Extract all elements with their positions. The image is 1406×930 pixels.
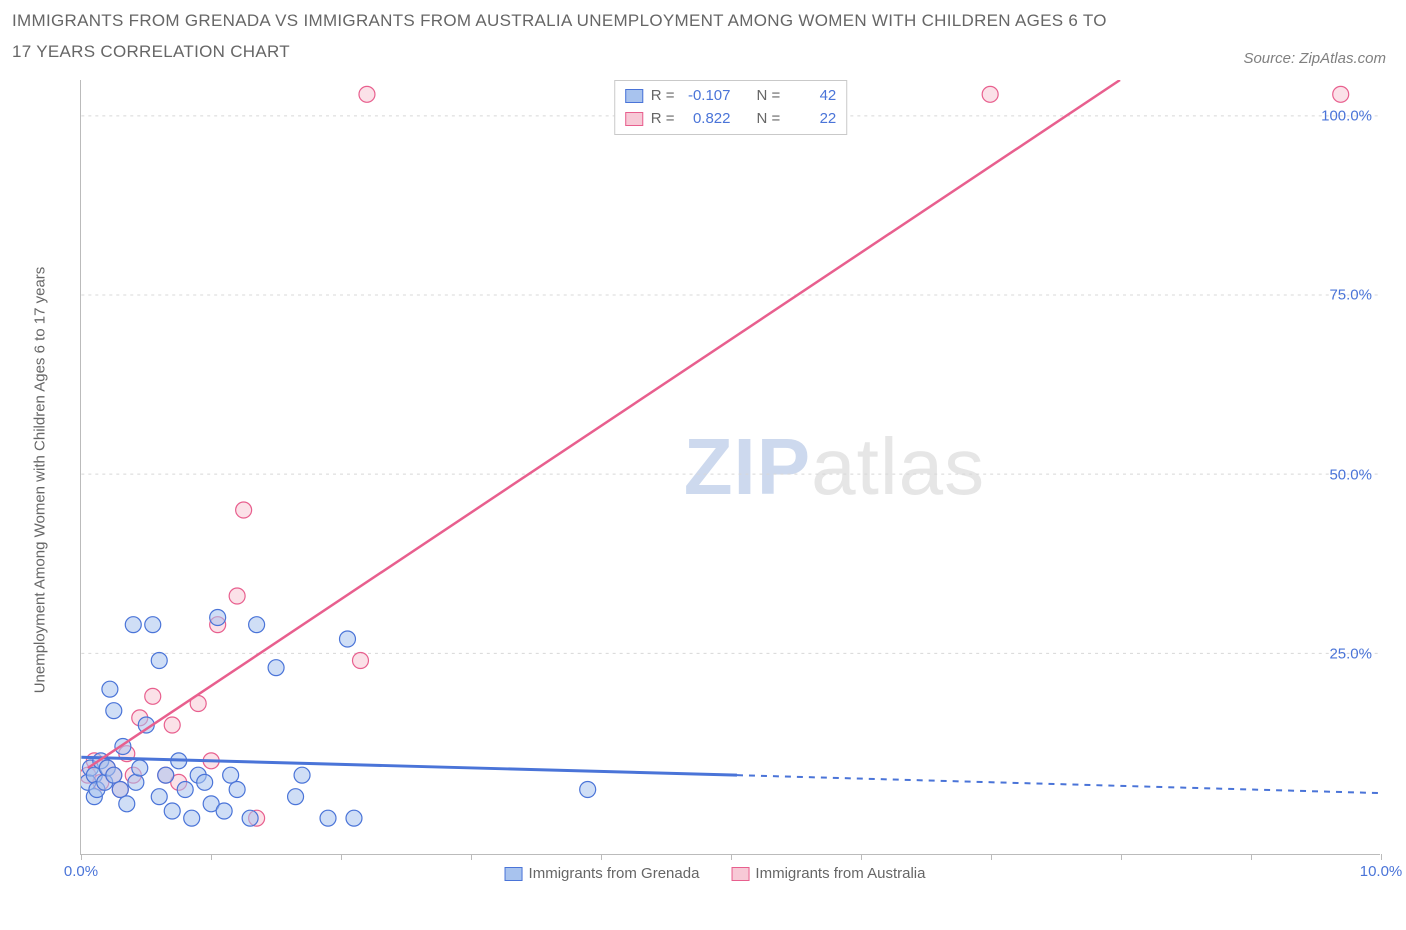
y-tick-label: 75.0% (1329, 287, 1372, 304)
x-tick-label: 0.0% (64, 863, 98, 880)
x-tick (601, 854, 602, 860)
value-n-australia: 22 (788, 108, 836, 131)
y-axis-label: Unemployment Among Women with Children A… (32, 267, 49, 694)
x-tick (861, 854, 862, 860)
y-tick-label: 25.0% (1329, 646, 1372, 663)
scatter-layer (81, 80, 1380, 854)
x-tick-label: 10.0% (1360, 863, 1403, 880)
x-tick (1121, 854, 1122, 860)
legend-label-australia: Immigrants from Australia (755, 865, 925, 882)
legend-label-grenada: Immigrants from Grenada (529, 865, 700, 882)
swatch-blue (505, 867, 523, 881)
stats-row-australia: R = 0.822 N = 22 (625, 108, 837, 131)
y-tick-label: 50.0% (1329, 466, 1372, 483)
bottom-legend: Immigrants from Grenada Immigrants from … (505, 865, 926, 882)
stats-row-grenada: R = -0.107 N = 42 (625, 85, 837, 108)
x-tick (81, 854, 82, 860)
x-tick (341, 854, 342, 860)
label-r: R = (651, 108, 675, 131)
x-tick (211, 854, 212, 860)
swatch-pink (731, 867, 749, 881)
source-label: Source: ZipAtlas.com (1243, 50, 1386, 67)
trend-line-layer (81, 80, 1380, 854)
label-r: R = (651, 85, 675, 108)
watermark: ZIPatlas (684, 421, 985, 513)
swatch-blue (625, 89, 643, 103)
x-tick (1251, 854, 1252, 860)
x-tick (1381, 854, 1382, 860)
value-n-grenada: 42 (788, 85, 836, 108)
swatch-pink (625, 112, 643, 126)
grid-layer (81, 80, 1380, 854)
y-tick-label: 100.0% (1321, 107, 1372, 124)
value-r-grenada: -0.107 (683, 85, 731, 108)
x-tick (731, 854, 732, 860)
legend-item-australia: Immigrants from Australia (731, 865, 925, 882)
watermark-zip: ZIP (684, 422, 811, 511)
x-tick (991, 854, 992, 860)
label-n: N = (757, 108, 781, 131)
watermark-atlas: atlas (811, 422, 985, 511)
value-r-australia: 0.822 (683, 108, 731, 131)
plot-region: ZIPatlas R = -0.107 N = 42 R = 0.822 N =… (80, 80, 1380, 855)
chart-title: IMMIGRANTS FROM GRENADA VS IMMIGRANTS FR… (12, 6, 1112, 67)
correlation-stats-box: R = -0.107 N = 42 R = 0.822 N = 22 (614, 80, 848, 135)
legend-item-grenada: Immigrants from Grenada (505, 865, 700, 882)
label-n: N = (757, 85, 781, 108)
x-tick (471, 854, 472, 860)
chart-area: Unemployment Among Women with Children A… (50, 80, 1380, 880)
